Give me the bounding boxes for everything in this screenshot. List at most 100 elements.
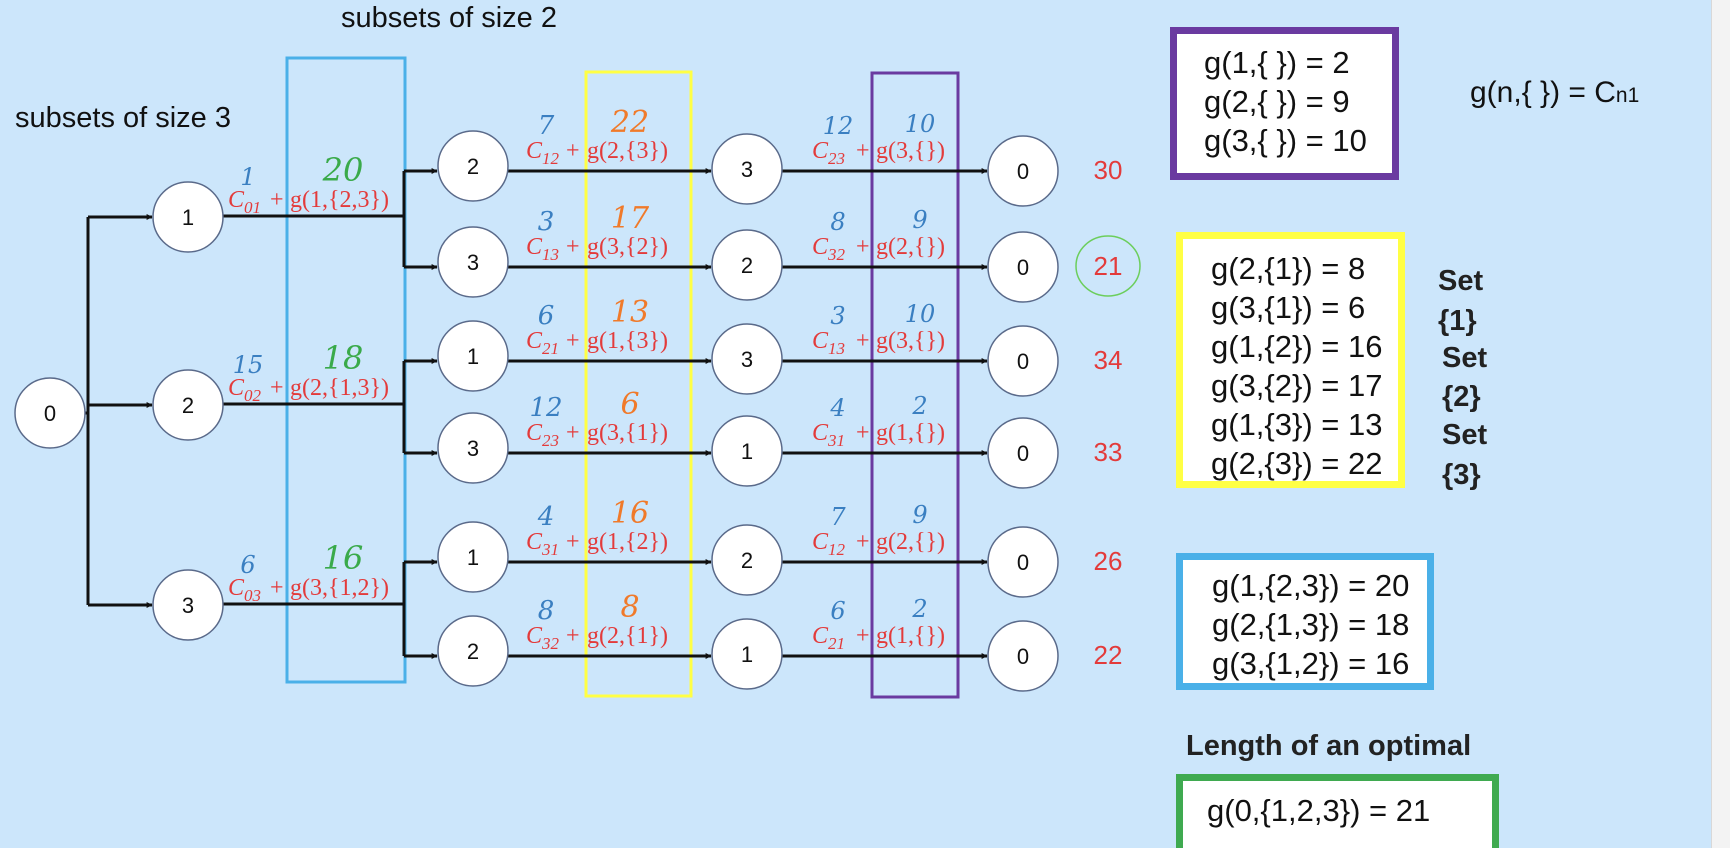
end-node-circle — [987, 620, 1059, 692]
empty-set-results-box: g(1,{ }) = 2 g(2,{ }) = 9 g(3,{ }) = 10 — [1170, 27, 1399, 180]
level2-cost-term-subscript: 13 — [542, 245, 559, 264]
level2-cost-term-letter: C — [526, 234, 543, 260]
level2-cost-term-subscript: 23 — [542, 431, 559, 450]
path-total: 22 — [1094, 640, 1123, 670]
path-total: 30 — [1094, 155, 1123, 185]
empty-set-result-line: g(2,{ }) = 9 — [1204, 84, 1350, 119]
level1-cost-term: C03 — [228, 575, 261, 605]
level3-cost-term: C31 — [812, 420, 845, 450]
size1-set-result-line: g(3,{2}) = 17 — [1211, 368, 1383, 403]
level3-plus: + — [856, 234, 870, 260]
level2-plus: + — [566, 529, 580, 555]
level3-node-label: 2 — [741, 548, 753, 573]
end-node-label: 0 — [1017, 349, 1029, 374]
size1-set-result-line: g(3,{1}) = 6 — [1211, 290, 1366, 325]
level2-g-annotation: 13 — [611, 295, 649, 330]
base-case-formula: g(n,{ }) = Cn1 — [1470, 76, 1639, 110]
level1-node-circle — [152, 369, 224, 441]
level2-cost-term-subscript: 32 — [541, 634, 560, 653]
level3-cost-term-subscript: 21 — [828, 634, 845, 653]
level3-g-annotation: 10 — [905, 110, 936, 138]
level3-g-annotation: 2 — [911, 392, 927, 420]
level3-node-label: 2 — [741, 253, 753, 278]
set-label: Set — [1442, 342, 1488, 374]
level1-node-label: 3 — [182, 593, 194, 618]
heading-subsets-size-2: subsets of size 2 — [341, 2, 557, 34]
level2-g-term: g(3,{1}) — [587, 420, 668, 446]
level3-cost-term: C32 — [812, 234, 846, 264]
level3-cost-annotation: 7 — [830, 503, 846, 531]
level3-cost-term-letter: C — [812, 529, 829, 555]
level2-cost-term-subscript: 21 — [542, 339, 559, 358]
level3-g-annotation: 10 — [905, 300, 936, 328]
level1-plus: + — [270, 575, 284, 601]
level3-node-circle — [711, 323, 783, 395]
level2-plus: + — [566, 328, 580, 354]
root-node-label: 0 — [44, 401, 56, 426]
level2-node-circle — [437, 226, 509, 298]
level1-g-term: g(1,{2,3}) — [290, 187, 389, 213]
end-node-label: 0 — [1017, 255, 1029, 280]
empty-set-result-line: g(3,{ }) = 10 — [1204, 123, 1367, 158]
purple-column-highlight — [870, 71, 960, 699]
root-node-circle — [14, 377, 86, 449]
level2-cost-term: C32 — [526, 623, 560, 653]
size2-set-result-line: g(1,{2,3}) = 20 — [1212, 568, 1410, 603]
level2-cost-annotation: 12 — [529, 393, 562, 423]
level2-cost-term-subscript: 12 — [542, 149, 560, 168]
level1-g-term: g(3,{1,2}) — [290, 575, 389, 601]
path-total: 26 — [1094, 546, 1123, 576]
level3-cost-term-letter: C — [812, 234, 829, 260]
level1-node-circle — [152, 181, 224, 253]
level2-node-label: 1 — [467, 545, 479, 570]
level2-g-annotation: 17 — [611, 201, 650, 236]
level3-node-circle — [711, 415, 783, 487]
size1-set-result-line: g(1,{2}) = 16 — [1211, 329, 1383, 364]
end-node-circle — [987, 325, 1059, 397]
level1-cost-term-letter: C — [228, 375, 245, 401]
level3-node-label: 3 — [741, 157, 753, 182]
level2-cost-term: C23 — [526, 420, 559, 450]
level1-cost-term-letter: C — [228, 575, 245, 601]
level1-cost-term: C02 — [228, 375, 262, 405]
level3-cost-term-subscript: 13 — [828, 339, 845, 358]
level3-plus: + — [856, 529, 870, 555]
level2-g-annotation: 16 — [611, 496, 649, 531]
level3-g-term: g(1,{}) — [876, 623, 945, 649]
level1-cost-term-subscript: 01 — [244, 198, 261, 217]
level3-cost-term: C12 — [812, 529, 846, 559]
level1-node-label: 1 — [182, 205, 194, 230]
end-node-circle — [987, 231, 1059, 303]
level2-g-term: g(2,{3}) — [587, 138, 668, 164]
level1-plus: + — [270, 375, 284, 401]
set-label: {1} — [1438, 305, 1477, 337]
level2-cost-annotation: 6 — [538, 301, 555, 331]
level2-g-term: g(3,{2}) — [587, 234, 668, 260]
optimal-tour-box: g(0,{1,2,3}) = 21 — [1176, 774, 1499, 848]
vertical-scrollbar[interactable] — [1711, 0, 1730, 848]
size2-set-result-line: g(2,{1,3}) = 18 — [1212, 607, 1410, 642]
level3-node-circle — [711, 229, 783, 301]
level2-node-label: 3 — [467, 250, 479, 275]
size1-set-result-line: g(2,{3}) = 22 — [1211, 446, 1383, 481]
level3-g-annotation: 9 — [912, 206, 927, 234]
level2-cost-term: C13 — [526, 234, 559, 264]
level2-cost-annotation: 3 — [538, 207, 555, 237]
level3-cost-term-letter: C — [812, 420, 829, 446]
level3-cost-annotation: 4 — [829, 394, 845, 422]
level3-plus: + — [856, 138, 870, 164]
level2-cost-annotation: 4 — [537, 502, 555, 532]
level3-g-term: g(2,{}) — [876, 234, 945, 260]
level3-g-term: g(3,{}) — [876, 328, 945, 354]
end-node-label: 0 — [1017, 159, 1029, 184]
level3-cost-term-subscript: 23 — [828, 149, 845, 168]
level1-cost-annotation: 1 — [240, 163, 255, 191]
level1-cost-annotation: 6 — [240, 551, 255, 579]
optimal-tour-label: Length of an optimal tour — [1186, 730, 1472, 800]
base-case-formula-main: g(n,{ }) = C — [1470, 76, 1616, 109]
end-node-circle — [987, 135, 1059, 207]
level2-plus: + — [566, 138, 580, 164]
level1-plus: + — [270, 187, 284, 213]
level3-node-label: 3 — [741, 347, 753, 372]
path-total: 34 — [1094, 345, 1123, 375]
